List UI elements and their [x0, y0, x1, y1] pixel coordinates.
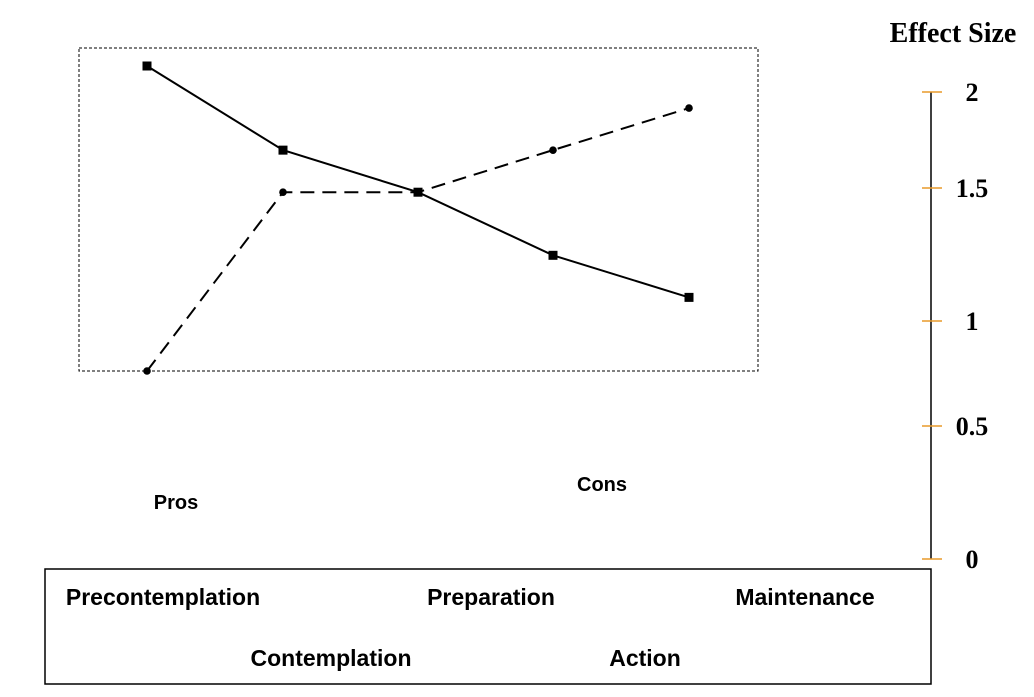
data-point-pros-3	[548, 250, 558, 260]
y-axis-title: Effect Size	[890, 18, 1017, 49]
category-label-2: Preparation	[427, 584, 555, 610]
category-label-3: Action	[609, 645, 681, 671]
y-tick-label-0: 2	[966, 78, 979, 107]
category-labels: Precontemplation Contemplation Preparation…	[66, 584, 875, 671]
series-line-cons	[146, 107, 690, 372]
data-point-cons-1	[279, 188, 287, 197]
y-ticks: 2 1.5 1 0.5 0	[922, 78, 988, 574]
data-point-cons-4	[685, 104, 693, 112]
category-label-0: Precontemplation	[66, 584, 260, 610]
category-box	[44, 568, 932, 685]
data-point-pros-1	[278, 145, 288, 155]
series-label-cons: Cons	[577, 474, 627, 496]
category-label-1: Contemplation	[251, 645, 412, 671]
data-point-pros-4	[684, 292, 694, 302]
data-point-cons-3	[549, 146, 557, 154]
category-label-4: Maintenance	[735, 584, 874, 610]
y-tick-label-4: 0	[966, 545, 979, 574]
data-point-cons-2	[414, 188, 422, 197]
y-tick-label-2: 1	[966, 307, 979, 336]
data-point-pros-0	[142, 61, 152, 71]
series-label-pros: Pros	[154, 492, 198, 514]
plot-area-frame	[78, 47, 759, 372]
series-layer	[142, 61, 694, 375]
data-point-cons-0	[143, 367, 151, 375]
y-tick-label-1: 1.5	[956, 174, 989, 203]
y-tick-label-3: 0.5	[956, 412, 989, 441]
